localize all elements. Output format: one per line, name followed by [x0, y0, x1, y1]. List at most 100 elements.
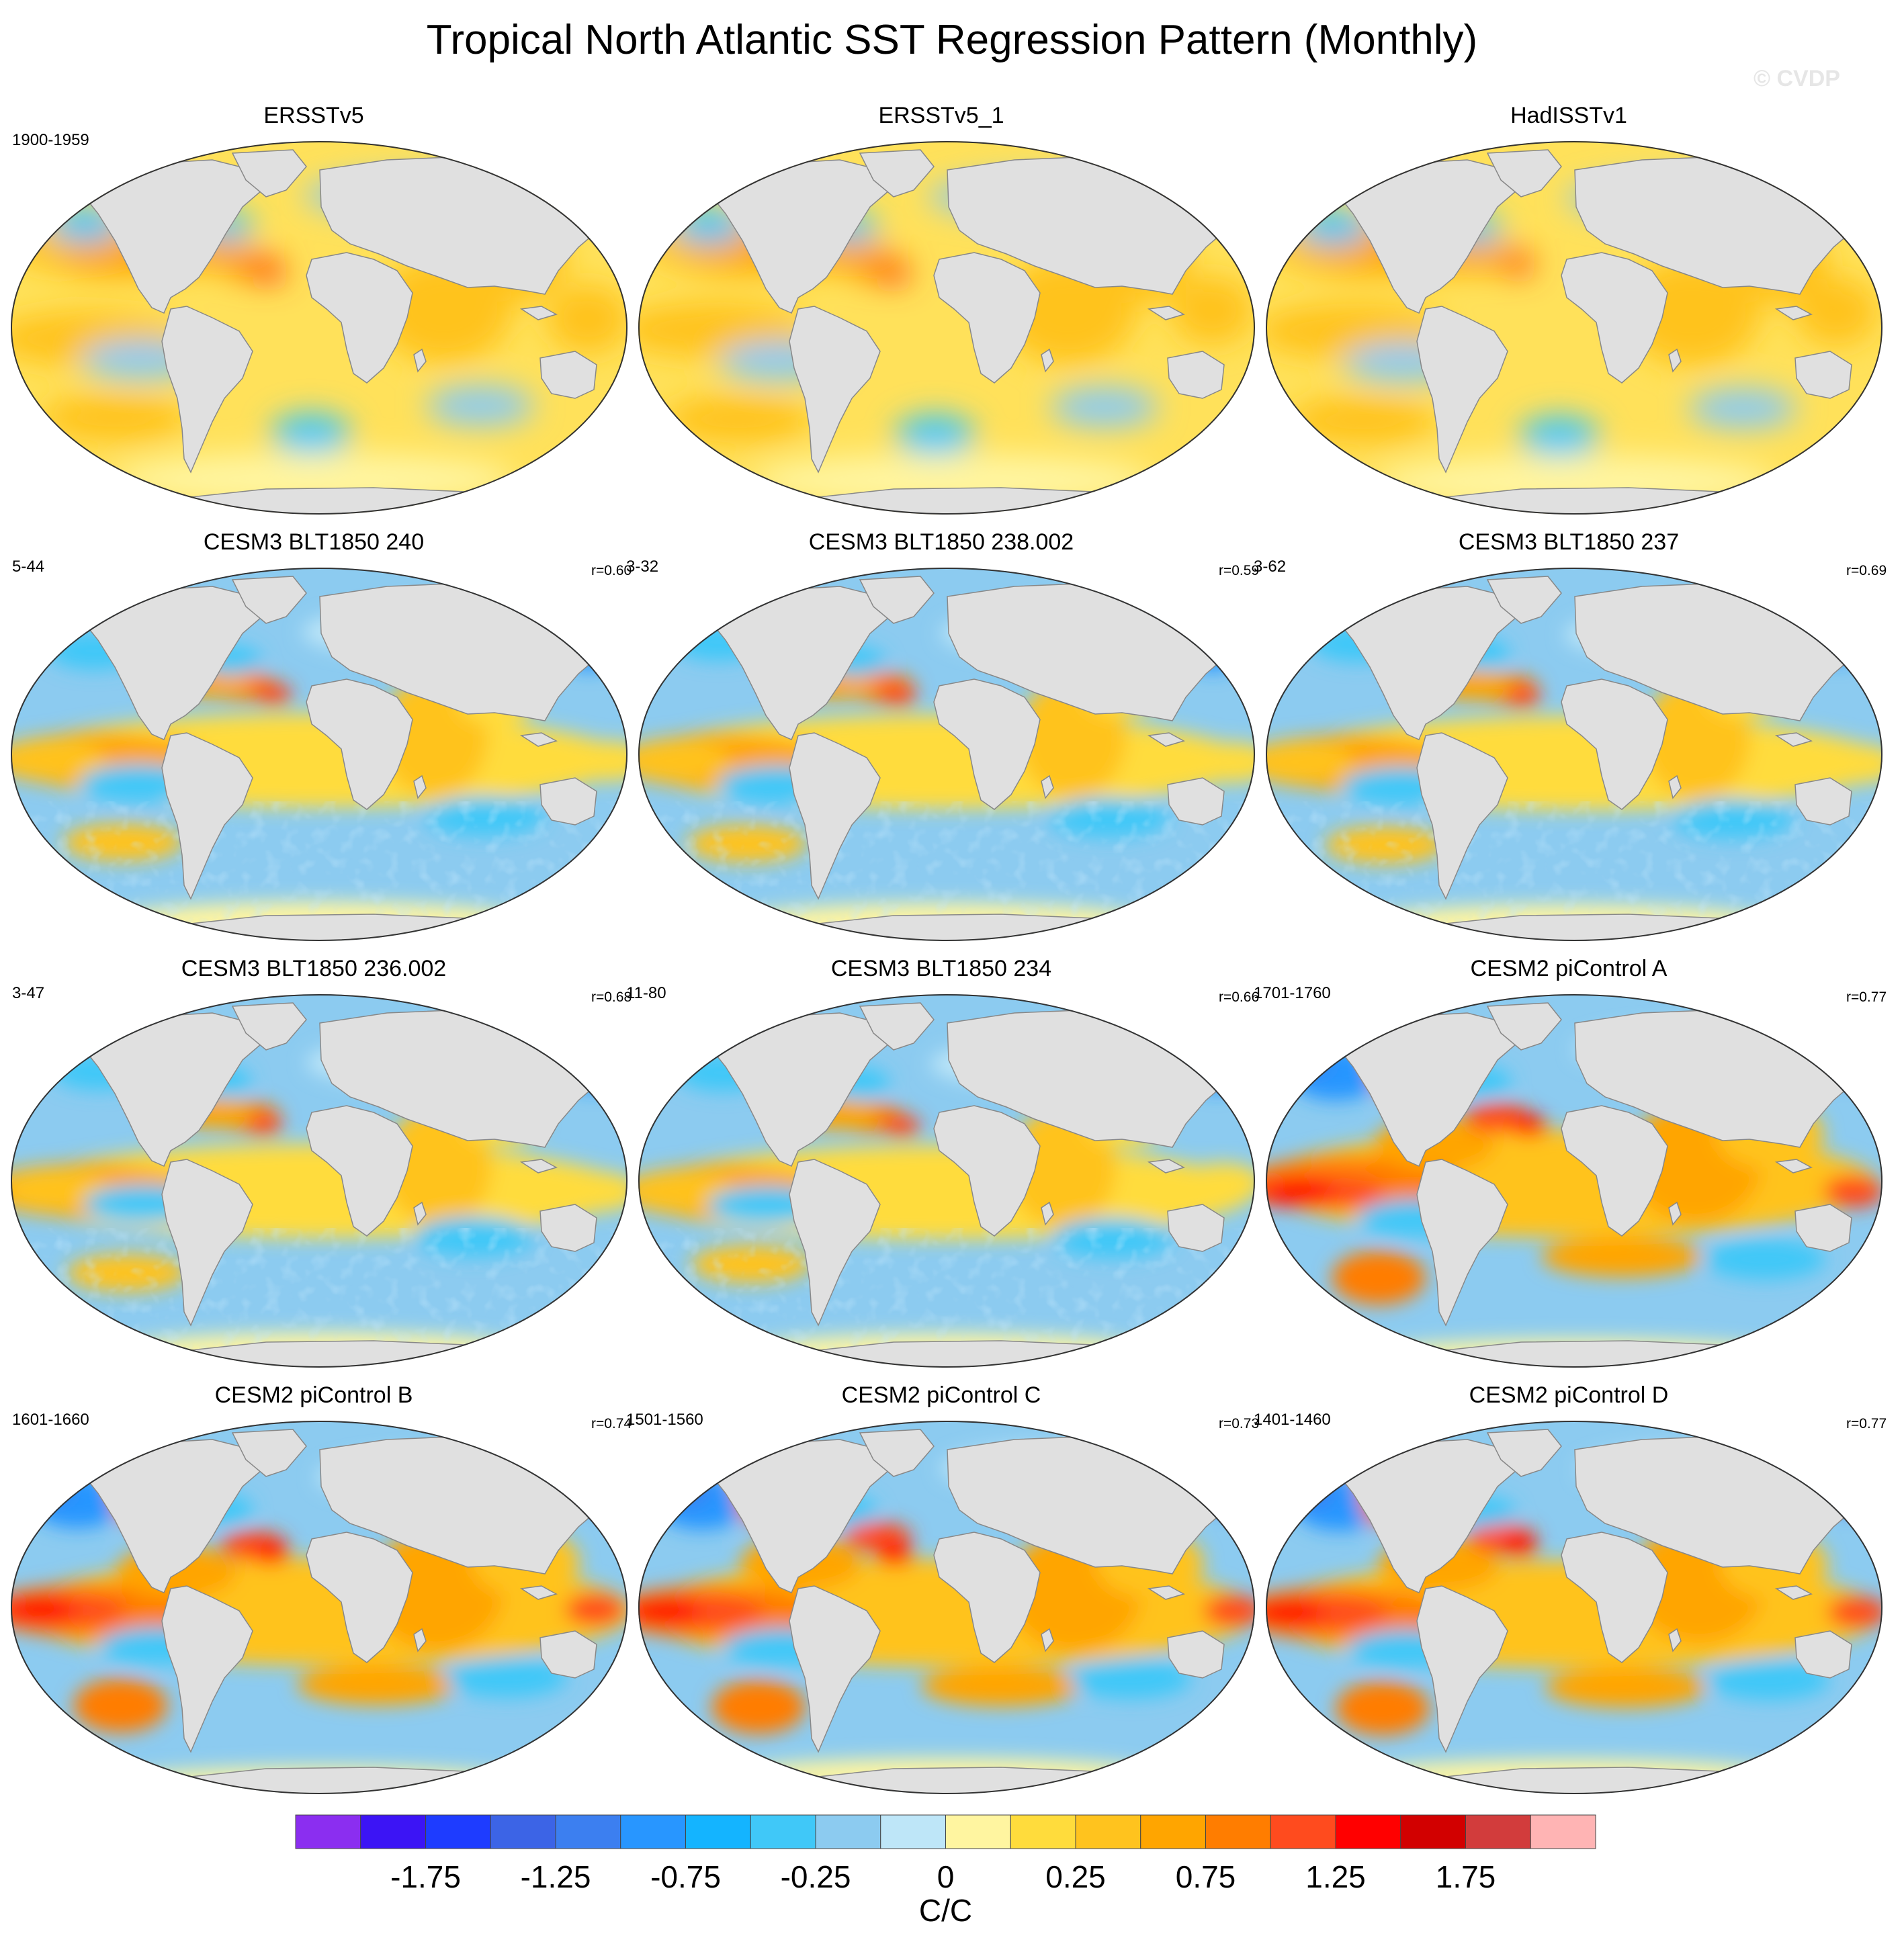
anomaly-region [1689, 388, 1797, 429]
panel-title: ERSSTv5 [263, 103, 364, 128]
sst-map [1266, 994, 1883, 1368]
anomaly-region [1336, 1681, 1430, 1735]
colorbar-swatch [1530, 1814, 1596, 1849]
anomaly-region [1051, 387, 1158, 427]
map-panel: HadISSTv1 [1255, 101, 1883, 531]
figure-title: Tropical North Atlantic SST Regression P… [426, 17, 1478, 63]
anomaly-region [558, 1171, 628, 1212]
anomaly-region [548, 285, 628, 353]
globe-outline [638, 568, 1255, 941]
anomaly-region [1276, 1043, 1330, 1076]
anomaly-region [297, 1665, 458, 1705]
colorbar-tick-label: 0.75 [1176, 1859, 1236, 1894]
colorbar-units: C/C [919, 1893, 972, 1928]
colorbar-swatch [295, 1814, 361, 1849]
colorbar-tick-label: 1.75 [1436, 1859, 1496, 1894]
anomaly-region [638, 1599, 699, 1623]
map-panel: CESM3 BLT1850 237 3-62 r=0.69 [1254, 527, 1887, 957]
colorbar-tick-label: -1.25 [521, 1859, 591, 1894]
anomaly-region [711, 1680, 806, 1734]
anomaly-region [568, 741, 628, 781]
map-panel: CESM2 piControl D 1401-1460 r=0.77 [1254, 1380, 1887, 1810]
anomaly-region [1817, 744, 1883, 784]
anomaly-region [1500, 1536, 1538, 1557]
colorbar-tick-label: 0 [937, 1859, 955, 1894]
panel-period: 3-47 [12, 984, 45, 1002]
anomaly-region [1708, 1660, 1829, 1700]
colorbar-swatch [1270, 1814, 1336, 1849]
sst-map [11, 568, 628, 941]
sst-map [11, 994, 628, 1368]
anomaly-region [253, 264, 286, 283]
anomaly-region [879, 684, 916, 706]
globe-outline [1266, 1421, 1883, 1794]
anomaly-region [73, 1679, 167, 1732]
panel-period: 3-32 [626, 558, 659, 576]
anomaly-region [1281, 1473, 1334, 1507]
globe-outline [638, 994, 1255, 1368]
anomaly-region [1266, 1180, 1333, 1204]
anomaly-region [1266, 1600, 1323, 1624]
panel-title: CESM2 piControl A [1470, 956, 1668, 981]
anomaly-region [1070, 1658, 1191, 1699]
pattern-correlation: r=0.60 [591, 563, 632, 578]
anomaly-region [1202, 1476, 1249, 1510]
anomaly-region [1796, 278, 1876, 345]
map-panel: CESM3 BLT1850 234 11-80 r=0.66 [626, 954, 1259, 1384]
pattern-correlation: r=0.68 [591, 989, 632, 1005]
colorbar-swatch [360, 1814, 426, 1849]
anomaly-region [427, 386, 534, 426]
panel-title: ERSSTv5_1 [878, 103, 1004, 128]
panel-title: CESM3 BLT1850 240 [203, 529, 425, 555]
anomaly-region [1203, 1595, 1255, 1627]
colorbar-swatch [1400, 1814, 1466, 1849]
globe-outline [11, 568, 628, 941]
anomaly-region [245, 1114, 282, 1135]
colorbar-swatch [1010, 1814, 1076, 1849]
anomaly-region [1823, 1176, 1883, 1208]
anomaly-region [1541, 1237, 1702, 1277]
map-panel: CESM2 piControl B 1601-1660 r=0.74 [0, 1380, 632, 1810]
anomaly-region [895, 414, 976, 455]
pattern-correlation: r=0.69 [1846, 563, 1887, 578]
colorbar-swatch [1075, 1814, 1141, 1849]
map-panel: ERSSTv5 1900-1959 [0, 101, 628, 531]
panel-title: CESM2 piControl D [1469, 1382, 1669, 1408]
colorbar-swatch [815, 1814, 881, 1849]
anomaly-region [11, 1169, 110, 1210]
panel-period: 1401-1460 [1254, 1411, 1331, 1429]
panel-period: 5-44 [12, 558, 45, 576]
anomaly-region [1503, 686, 1541, 707]
colorbar-swatch [880, 1814, 946, 1849]
colorbar-swatch [1465, 1814, 1531, 1849]
map-panel: CESM2 piControl C 1501-1560 r=0.73 [626, 1380, 1259, 1810]
pattern-correlation: r=0.77 [1846, 1416, 1887, 1431]
anomaly-region [252, 1543, 290, 1564]
panel-title: CESM3 BLT1850 237 [1458, 529, 1680, 555]
map-panel: CESM2 piControl A 1701-1760 r=0.77 [1254, 954, 1887, 1384]
anomaly-region [656, 1472, 710, 1505]
colorbar-swatch [750, 1814, 816, 1849]
sst-map [1266, 141, 1883, 515]
anomaly-region [1827, 1596, 1883, 1628]
anomaly-region [877, 265, 910, 284]
panel-title: CESM2 piControl B [214, 1382, 413, 1408]
sst-map [638, 994, 1255, 1368]
anomaly-region [1289, 397, 1436, 444]
colorbar-swatch [555, 1814, 621, 1849]
sst-map [638, 1421, 1255, 1794]
panel-title: CESM3 BLT1850 238.002 [808, 529, 1074, 555]
colorbar-swatch [620, 1814, 686, 1849]
map-panel: CESM3 BLT1850 240 5-44 r=0.60 [0, 527, 632, 957]
colorbar-tick-label: -0.25 [781, 1859, 851, 1894]
sst-map [638, 568, 1255, 941]
colorbar-swatch [1205, 1814, 1271, 1849]
pattern-correlation: r=0.66 [1219, 989, 1260, 1005]
colorbar-swatch [1335, 1814, 1401, 1849]
colorbar-swatch [490, 1814, 556, 1849]
globe-outline [1266, 994, 1883, 1368]
colorbar-tick-label: -1.75 [390, 1859, 461, 1894]
panel-period: 1701-1760 [1254, 984, 1331, 1002]
map-panel: CESM3 BLT1850 236.002 3-47 r=0.68 [0, 954, 632, 1384]
anomaly-region [1704, 1239, 1825, 1280]
